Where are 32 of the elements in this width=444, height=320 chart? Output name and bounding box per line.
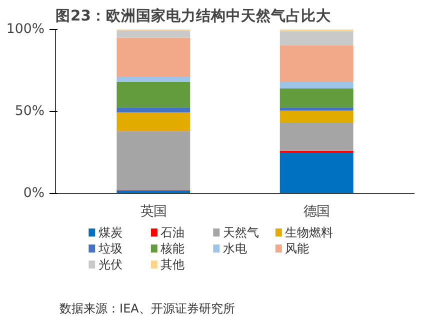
bar bbox=[280, 45, 354, 82]
legend-label: 煤炭 bbox=[98, 226, 122, 240]
bar bbox=[116, 77, 190, 82]
legend-label: 其他 bbox=[160, 258, 185, 272]
bar bbox=[280, 122, 354, 151]
legend-label: 水电 bbox=[222, 242, 247, 256]
bar bbox=[280, 31, 354, 46]
bar bbox=[280, 107, 354, 111]
bar bbox=[116, 107, 190, 112]
bar bbox=[280, 152, 354, 194]
y-tick-label: 0% bbox=[23, 186, 45, 201]
y-tick-label: 100% bbox=[6, 22, 45, 37]
legend-label: 光伏 bbox=[98, 258, 122, 272]
bar bbox=[280, 110, 354, 123]
bar bbox=[280, 88, 354, 108]
source-note: 数据来源：IEA、开源证券研究所 bbox=[60, 302, 235, 316]
bar bbox=[116, 82, 190, 108]
y-tick-label: 50% bbox=[14, 104, 44, 119]
legend-label: 生物燃料 bbox=[285, 226, 334, 240]
bar bbox=[116, 30, 190, 38]
x-tick-label: 英国 bbox=[140, 204, 166, 220]
chart-title: 图23：欧洲国家电力结构中天然气占比大 bbox=[56, 6, 332, 24]
legend-label: 风能 bbox=[285, 242, 310, 256]
legend-label: 核能 bbox=[160, 242, 185, 256]
legend-label: 石油 bbox=[160, 226, 185, 240]
bar bbox=[116, 112, 190, 132]
bar bbox=[116, 131, 190, 190]
x-tick-label: 德国 bbox=[304, 204, 330, 220]
legend-label: 垃圾 bbox=[97, 242, 122, 256]
bar bbox=[280, 82, 354, 89]
bar bbox=[116, 38, 190, 78]
legend-label: 天然气 bbox=[222, 226, 259, 240]
